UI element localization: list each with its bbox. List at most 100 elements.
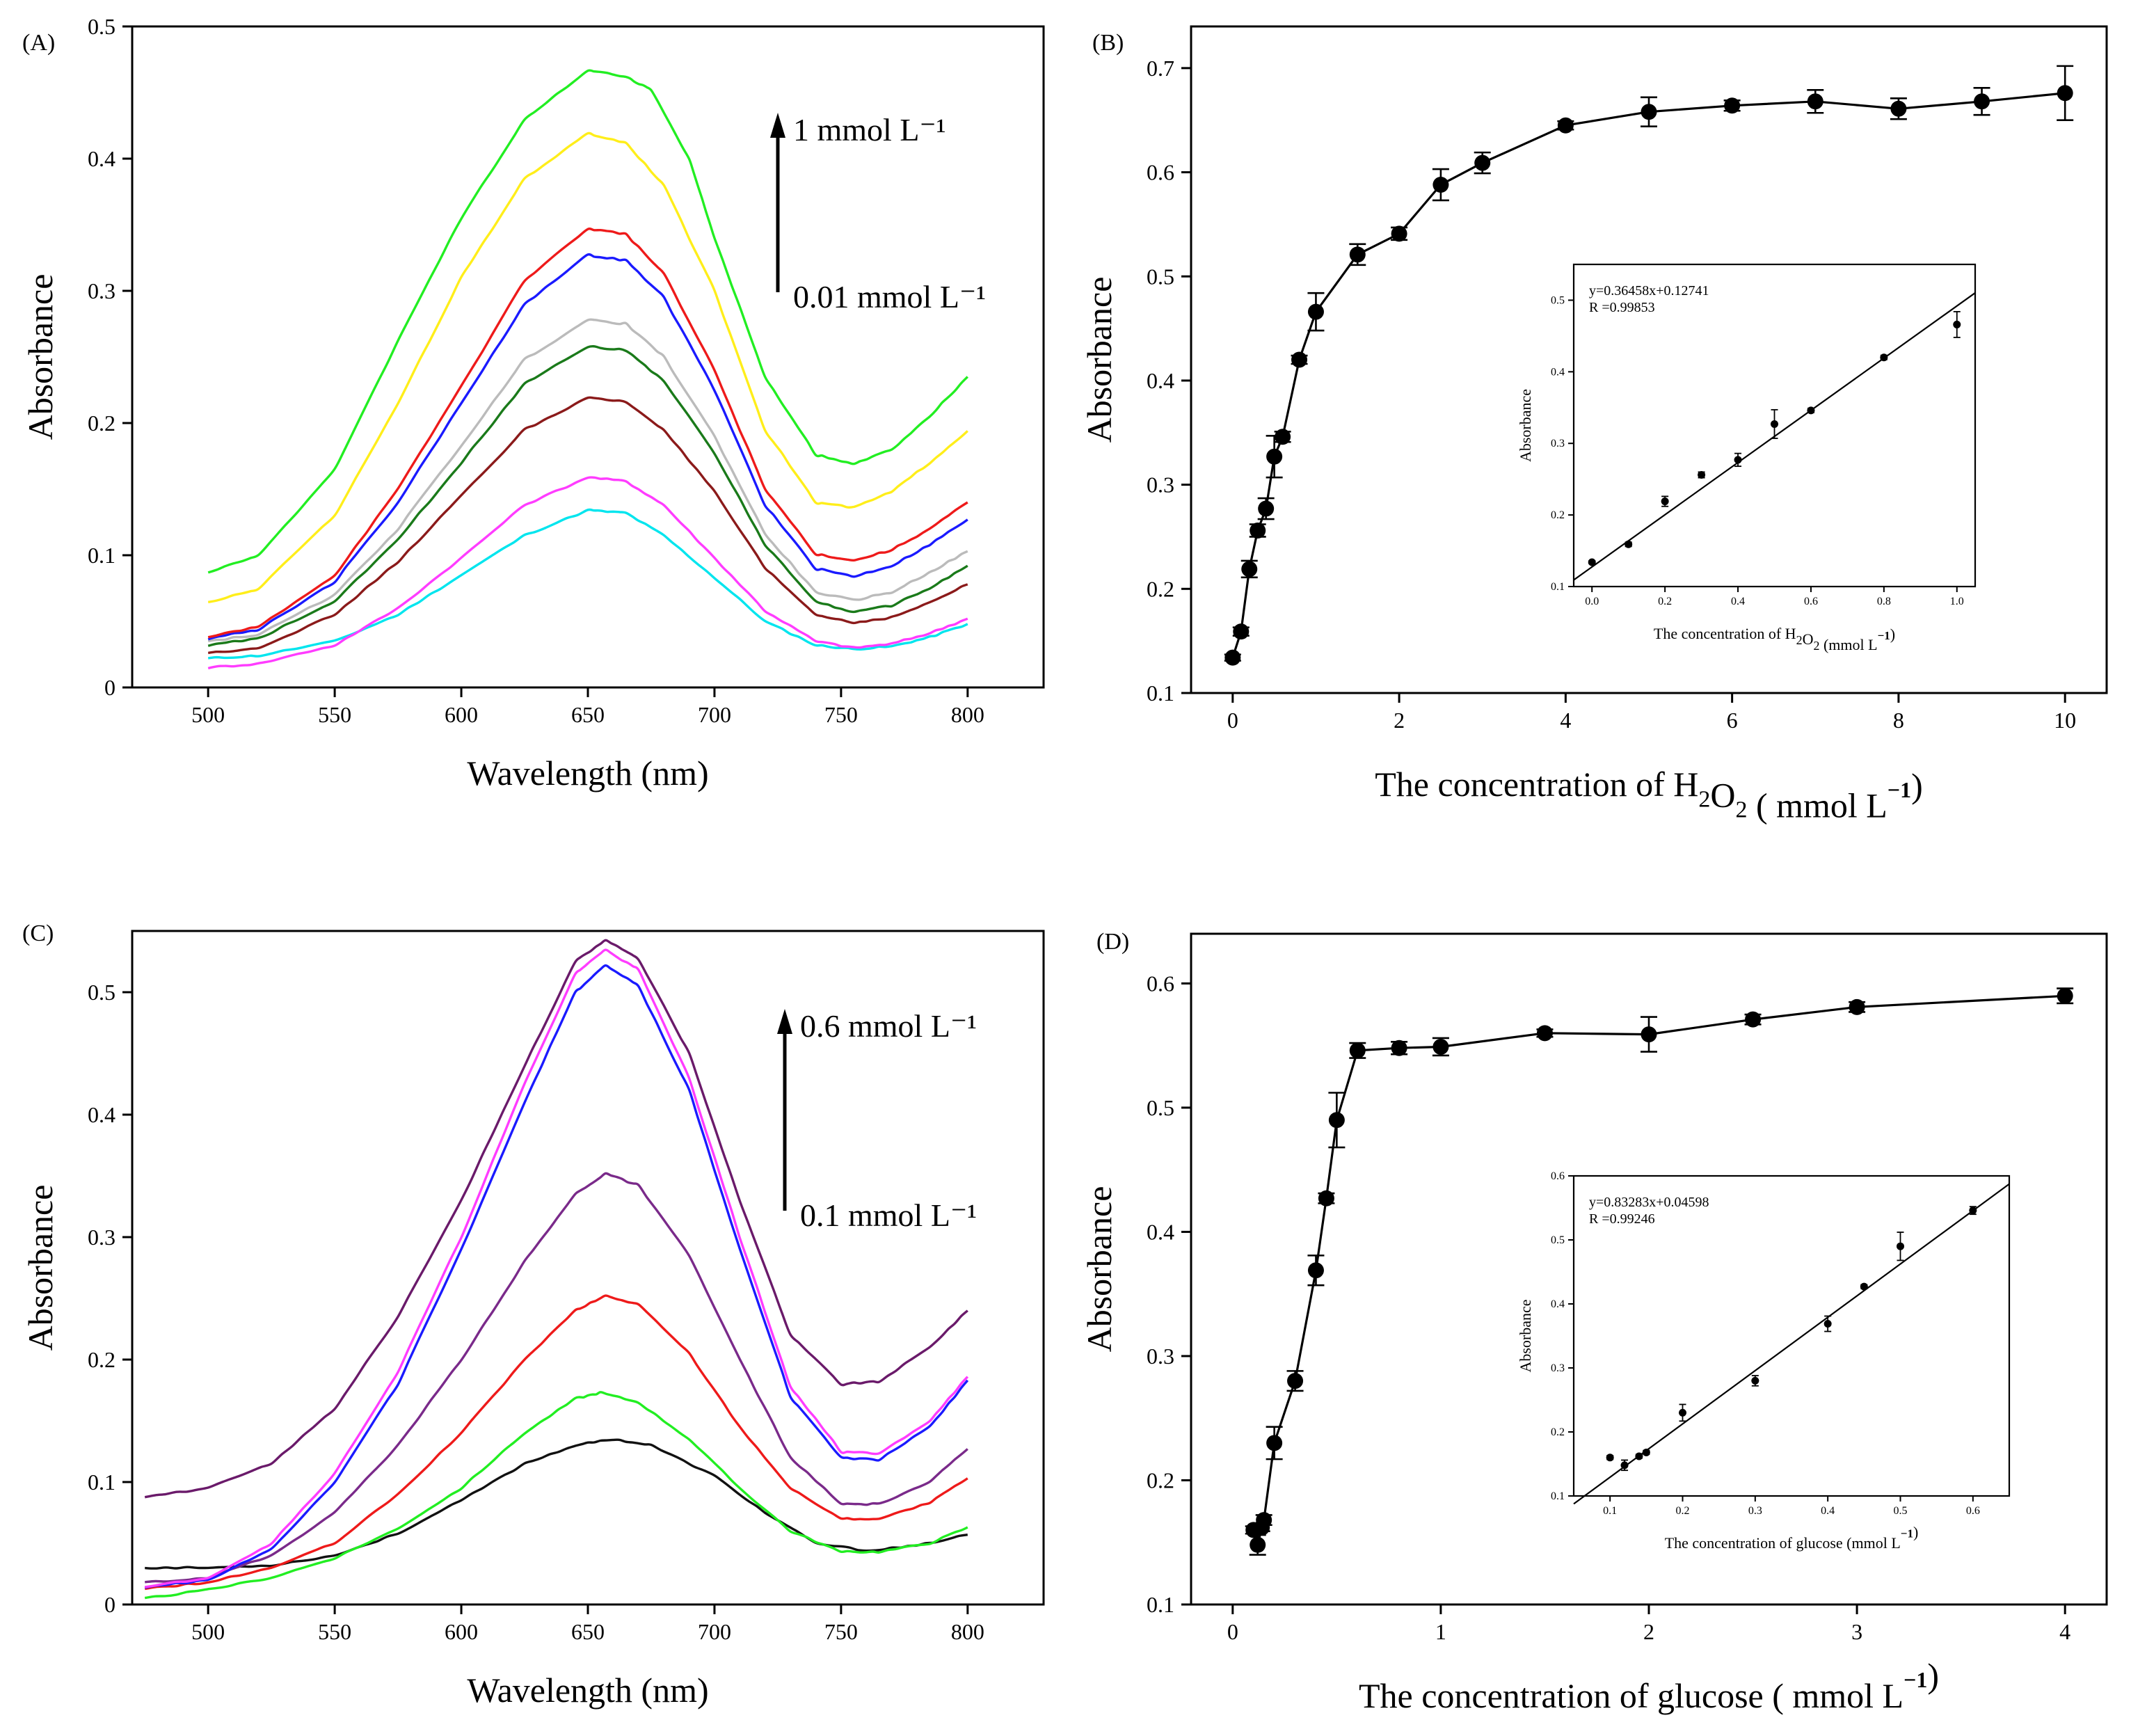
x-tick-label: 0 <box>1227 1619 1238 1644</box>
data-point <box>1266 1435 1283 1451</box>
data-point <box>1860 1282 1868 1291</box>
arrow-head-icon <box>770 113 785 138</box>
spectrum-line-green <box>207 344 968 647</box>
y-tick-label: 0.2 <box>1551 509 1565 521</box>
y-tick-label: 0.5 <box>88 980 115 1005</box>
panel-label: (D) <box>1096 929 1129 955</box>
fit-r-value: R =0.99853 <box>1589 300 1655 315</box>
x-tick-label: 2 <box>1643 1619 1654 1644</box>
data-point <box>1880 353 1888 362</box>
y-tick-label: 0.4 <box>1551 366 1565 378</box>
y-tick-label: 0.5 <box>1551 1234 1565 1246</box>
data-point <box>1897 1242 1904 1250</box>
data-point <box>1474 154 1491 171</box>
x-axis-label: The concentration of glucose (mmol L−1) <box>1665 1524 1919 1552</box>
x-tick-label: 0.0 <box>1585 596 1599 607</box>
data-point <box>1698 470 1706 479</box>
data-point <box>1953 320 1961 328</box>
y-tick-label: 0.1 <box>1551 581 1565 593</box>
data-point <box>1823 1320 1832 1328</box>
data-point <box>1751 1376 1759 1385</box>
y-tick-label: 0.5 <box>1551 294 1565 306</box>
y-tick-label: 0.4 <box>1551 1298 1565 1310</box>
spectrum-line-magenta <box>207 476 968 670</box>
plot-frame <box>1572 1174 2011 1497</box>
data-point <box>1224 649 1241 666</box>
data-point <box>1641 104 1657 120</box>
y-tick-label: 0.3 <box>1147 472 1174 497</box>
x-tick-label: 550 <box>318 1619 351 1644</box>
x-tick-label: 600 <box>445 702 478 727</box>
spectrum-line-black <box>145 1438 968 1570</box>
x-tick-label: 1.0 <box>1950 596 1964 607</box>
y-tick-label: 0.2 <box>88 411 115 436</box>
data-point <box>1620 1461 1629 1470</box>
x-tick-label: 700 <box>698 702 731 727</box>
data-point <box>1391 1040 1407 1056</box>
spectrum-line-red <box>144 1294 968 1591</box>
panel-label: (B) <box>1092 30 1124 56</box>
x-tick-label: 3 <box>1851 1619 1862 1644</box>
data-point <box>1606 1454 1614 1462</box>
y-tick-label: 0.4 <box>1147 368 1174 393</box>
data-point <box>1724 97 1741 114</box>
x-tick-label: 10 <box>2054 708 2076 733</box>
panel-d: (D) 0 1 2 3 4 0.1 0.2 0.3 0.4 0.5 0.6 Absorbance The … <box>1080 929 2108 1715</box>
x-tick-label: 4 <box>1560 708 1571 733</box>
data-point <box>2057 85 2073 102</box>
panel-c: (C) 500 550 600 650 700 750 800 0 0.1 0.2 0.3 0.4 0.5… <box>21 921 1045 1710</box>
y-axis-label: Absorbance <box>1080 1186 1119 1353</box>
data-point <box>1642 1448 1650 1456</box>
data-point <box>1291 351 1308 368</box>
data-point <box>1233 623 1250 640</box>
panel-b: (B) 0 2 4 6 8 10 0.1 0.2 0.3 0.4 0.5 0.6 0.7 Absorbanc… <box>1080 25 2108 825</box>
x-tick-label: 0 <box>1227 708 1238 733</box>
x-tick-label: 0.6 <box>1966 1505 1980 1517</box>
y-axis-label: Absorbance <box>21 274 60 440</box>
spectrum-line-red <box>207 228 968 639</box>
y-tick-label: 0.3 <box>1147 1344 1174 1369</box>
x-axis-label: The concentration of H2O2 (mmol L−1) <box>1654 625 1895 653</box>
x-axis-label: Wavelength (nm) <box>467 754 708 793</box>
x-tick-label: 800 <box>951 1619 984 1644</box>
data-point <box>1391 225 1407 242</box>
data-point <box>2057 987 2073 1004</box>
y-tick-label: 0.6 <box>1147 160 1174 185</box>
data-point <box>1890 100 1907 117</box>
data-point <box>1679 1408 1686 1417</box>
data-point <box>1307 303 1324 320</box>
data-point <box>1536 1025 1553 1042</box>
y-tick-label: 0.1 <box>88 543 115 568</box>
x-tick-label: 500 <box>191 702 225 727</box>
y-tick-label: 0.6 <box>1551 1170 1565 1182</box>
x-tick-label: 750 <box>824 1619 858 1644</box>
inset-plot: 0.0 0.2 0.4 0.6 0.8 1.0 0.1 0.2 0.3 0.4 0.5 y=0.364… <box>1517 263 1977 653</box>
x-tick-label: 550 <box>318 702 351 727</box>
y-tick-label: 0.3 <box>88 1225 115 1250</box>
plot-frame <box>1190 25 2108 694</box>
y-tick-label: 0.5 <box>88 14 115 39</box>
x-tick-label: 0.3 <box>1748 1505 1762 1517</box>
x-tick-label: 0.2 <box>1676 1505 1690 1517</box>
data-point <box>1432 177 1449 193</box>
x-tick-label: 800 <box>951 702 984 727</box>
x-tick-label: 0.4 <box>1821 1505 1835 1517</box>
x-tick-label: 8 <box>1893 708 1904 733</box>
fit-r-value: R =0.99246 <box>1589 1211 1655 1227</box>
annotation-high: 0.6 mmol L⁻¹ <box>800 1008 977 1044</box>
data-point <box>1849 998 1865 1015</box>
data-point <box>1969 1207 1977 1215</box>
data-point <box>1974 93 1990 110</box>
y-tick-label: 0.7 <box>1147 56 1174 81</box>
data-point <box>1807 406 1815 415</box>
spectrum-line-violet <box>144 939 968 1499</box>
panel-label: (A) <box>22 30 55 56</box>
y-tick-label: 0.1 <box>1147 680 1174 706</box>
x-tick-label: 1 <box>1435 1619 1446 1644</box>
data-point <box>1635 1452 1643 1460</box>
panel-a: (A) 500 550 600 650 700 750 800 0 0.1 0.2 0.3 0.4 0.5… <box>21 14 1045 793</box>
fit-equation: y=0.83283x+0.04598 <box>1589 1195 1709 1210</box>
x-tick-label: 0.2 <box>1658 596 1672 607</box>
y-tick-label: 0.1 <box>88 1470 115 1495</box>
data-point <box>1275 429 1291 445</box>
